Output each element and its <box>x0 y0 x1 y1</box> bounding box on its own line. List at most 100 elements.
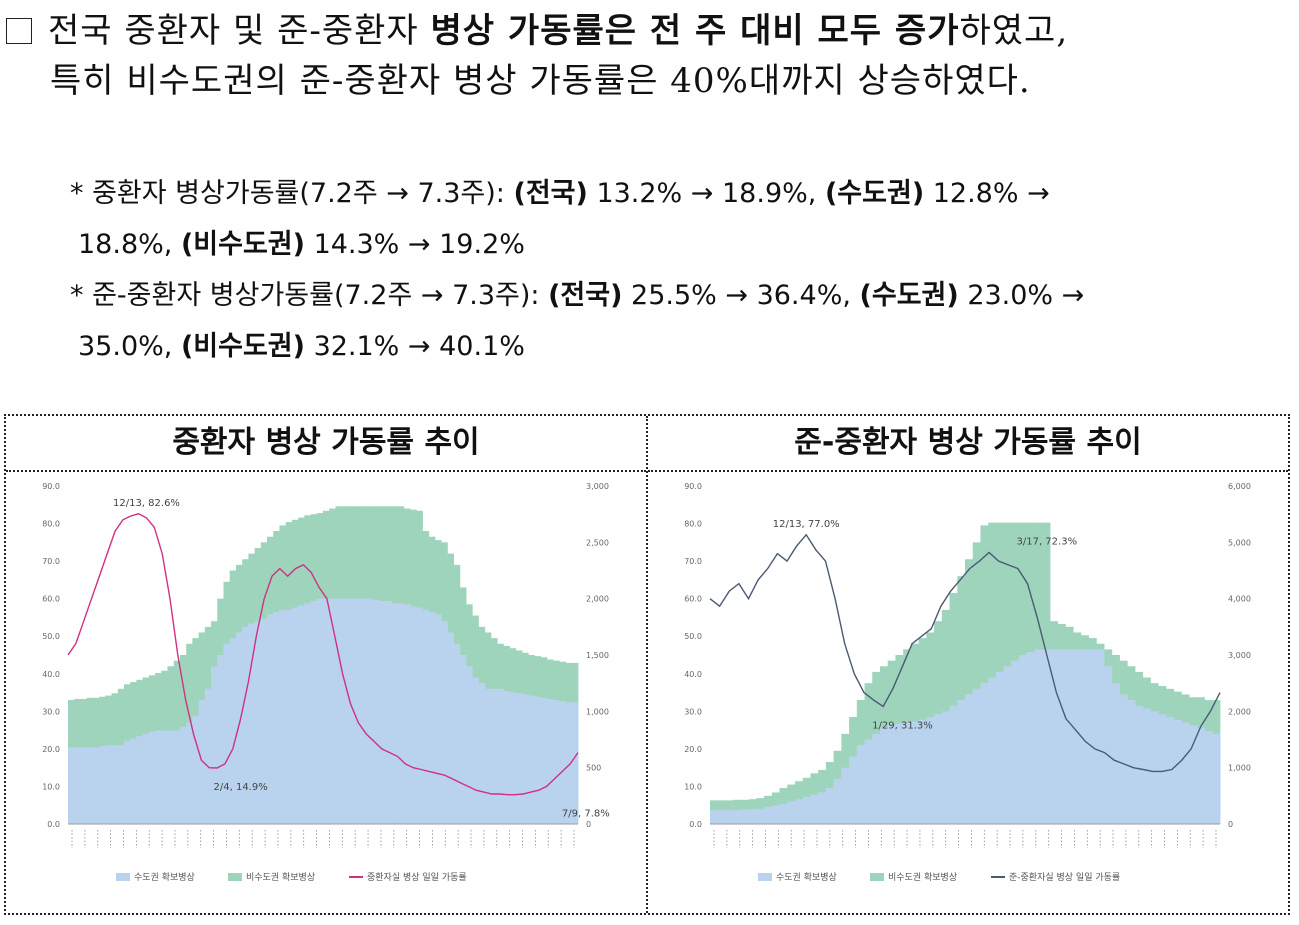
icu-left-tick: 10.0 <box>42 782 60 791</box>
semi-icu-chart-title: 준-중환자 병상 가동률 추이 <box>648 416 1288 472</box>
note-semi-cont: 35.0%, (비수도권) 32.1% → 40.1% <box>70 321 1295 372</box>
icu-capital-bar <box>198 700 206 824</box>
icu-annotation: 7/9, 7.8% <box>562 809 610 820</box>
semi-icu-capital-bar <box>787 801 796 824</box>
icu-legend-label: 비수도권 확보병상 <box>246 871 315 883</box>
note-semi-prefix: * 준-중환자 병상가동률(7.2주 → 7.3주): <box>70 280 549 311</box>
icu-capital-bar <box>484 688 492 824</box>
icu-capital-bar <box>248 623 255 824</box>
semi-icu-capital-bar <box>1034 649 1043 824</box>
semi-icu-capital-bar <box>895 723 904 824</box>
semi-icu-right-tick: 2,000 <box>1228 707 1251 716</box>
note-semi-icu: * 준-중환자 병상가동률(7.2주 → 7.3주): (전국) 25.5% →… <box>70 270 1295 321</box>
note-icu-national-label: (전국) <box>513 178 588 209</box>
icu-capital-bar <box>136 736 144 824</box>
semi-icu-capital-bar <box>764 807 773 824</box>
icu-capital-bar <box>235 632 243 824</box>
semi-icu-rate-line <box>709 533 1221 773</box>
semi-icu-noncapital-bar <box>957 576 966 824</box>
icu-capital-bar <box>360 598 367 824</box>
icu-capital-bar <box>515 693 523 824</box>
semi-icu-capital-bar <box>849 756 858 824</box>
semi-icu-right-tick: 4,000 <box>1228 595 1251 604</box>
icu-capital-bar <box>354 598 361 824</box>
icu-capital-bar <box>565 702 573 824</box>
icu-capital-bar <box>546 698 554 824</box>
icu-capital-bar <box>267 614 274 824</box>
note-icu-capital-value-end: 18.8%, <box>78 229 181 260</box>
semi-icu-capital-bar <box>957 700 966 824</box>
icu-capital-bar <box>254 621 262 824</box>
semi-icu-left-tick: 90.0 <box>684 482 702 491</box>
icu-capital-bar <box>298 605 305 824</box>
semi-icu-capital-bar <box>1042 649 1051 824</box>
icu-capital-bar <box>410 606 417 824</box>
icu-left-tick: 70.0 <box>42 557 60 566</box>
note-icu-capital-value: 12.8% → <box>924 178 1050 209</box>
icu-capital-bar <box>403 604 411 824</box>
headline: 전국 중환자 및 준-중환자 병상 가동률은 전 주 대비 모두 증가하였고, … <box>6 6 1296 106</box>
note-icu-noncapital-label: (비수도권) <box>180 229 305 260</box>
semi-icu-capital-bar <box>1104 666 1113 824</box>
icu-legend-swatch <box>116 873 130 881</box>
icu-capital-bar <box>428 612 436 824</box>
semi-icu-right-tick: 5,000 <box>1228 538 1251 547</box>
icu-capital-bar <box>503 691 510 824</box>
semi-icu-annotation: 3/17, 72.3% <box>1016 536 1077 547</box>
icu-capital-bar <box>186 722 193 824</box>
semi-icu-capital-bar <box>941 711 950 824</box>
semi-icu-capital-bar <box>833 778 842 824</box>
semi-icu-capital-bar <box>1119 694 1128 824</box>
note-icu-capital-label: (수도권) <box>824 178 925 209</box>
semi-icu-chart: 90.0 80.0 70.0 60.0 50.0 40.0 30.0 20.0 10.0 0.0 6… <box>684 482 1251 883</box>
semi-icu-capital-bar <box>972 688 981 824</box>
semi-icu-capital-bar <box>1127 700 1136 824</box>
icu-capital-bar <box>123 740 131 824</box>
icu-capital-bar <box>522 694 529 824</box>
icu-left-tick: 40.0 <box>42 670 60 679</box>
icu-capital-bar <box>366 598 374 824</box>
semi-icu-annotation: 1/29, 31.3% <box>872 720 933 731</box>
icu-left-tick: 50.0 <box>42 632 60 641</box>
icu-right-tick: 2,500 <box>586 538 609 547</box>
icu-capital-bar <box>167 730 175 824</box>
semi-icu-capital-bar <box>795 799 804 824</box>
semi-icu-capital-bar <box>965 694 974 824</box>
icu-left-tick: 30.0 <box>42 707 60 716</box>
semi-icu-capital-bar <box>872 733 881 824</box>
note-semi-capital-label: (수도권) <box>859 280 959 311</box>
icu-capital-bar <box>391 603 399 824</box>
icu-legend-label: 중환자실 병상 일일 가동률 <box>367 871 467 883</box>
semi-icu-noncapital-bar <box>988 522 997 824</box>
icu-capital-bar <box>316 598 324 824</box>
icu-capital-bar <box>528 695 535 824</box>
semi-icu-capital-bar <box>825 787 835 824</box>
semi-icu-capital-bar <box>988 677 997 824</box>
semi-icu-noncapital-bar <box>980 525 989 824</box>
semi-icu-capital-bar <box>710 809 719 824</box>
icu-capital-bar <box>540 697 548 824</box>
icu-capital-bar <box>329 598 336 824</box>
icu-capital-bar <box>74 747 81 824</box>
note-semi-capital-value-end: 35.0%, <box>78 331 181 362</box>
icu-right-tick: 1,000 <box>586 707 609 716</box>
icu-right-tick: 1,500 <box>586 651 609 660</box>
icu-capital-bar <box>453 643 461 824</box>
semi-icu-right-tick: 6,000 <box>1228 482 1251 491</box>
icu-capital-bar <box>434 614 442 824</box>
semi-icu-capital-bar <box>756 808 765 824</box>
icu-capital-bar <box>211 666 218 824</box>
semi-icu-capital-bar <box>1050 649 1059 824</box>
icu-capital-bar <box>117 745 125 824</box>
semi-icu-capital-bar <box>1003 666 1012 824</box>
icu-capital-bar <box>173 730 181 824</box>
semi-icu-legend-label: 비수도권 확보병상 <box>888 871 957 883</box>
semi-icu-noncapital-bar <box>972 542 981 824</box>
icu-capital-bar <box>385 600 392 824</box>
semi-icu-capital-bar <box>1135 705 1144 824</box>
icu-capital-bar <box>459 655 467 824</box>
semi-icu-capital-bar <box>918 719 927 824</box>
semi-icu-noncapital-bar <box>965 559 974 824</box>
icu-capital-bar <box>155 730 162 824</box>
semi-icu-capital-bar <box>779 803 788 824</box>
